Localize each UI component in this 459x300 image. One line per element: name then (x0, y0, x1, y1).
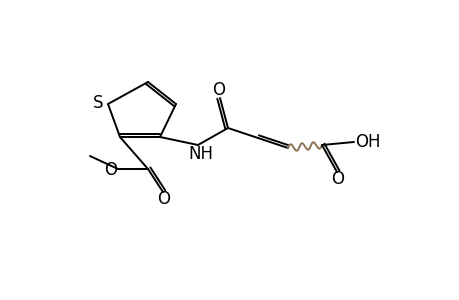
Text: O: O (104, 161, 117, 179)
Text: S: S (93, 94, 103, 112)
Text: NH: NH (188, 145, 213, 163)
Text: O: O (157, 190, 170, 208)
Text: O: O (331, 170, 344, 188)
Text: O: O (212, 81, 225, 99)
Text: OH: OH (354, 133, 380, 151)
